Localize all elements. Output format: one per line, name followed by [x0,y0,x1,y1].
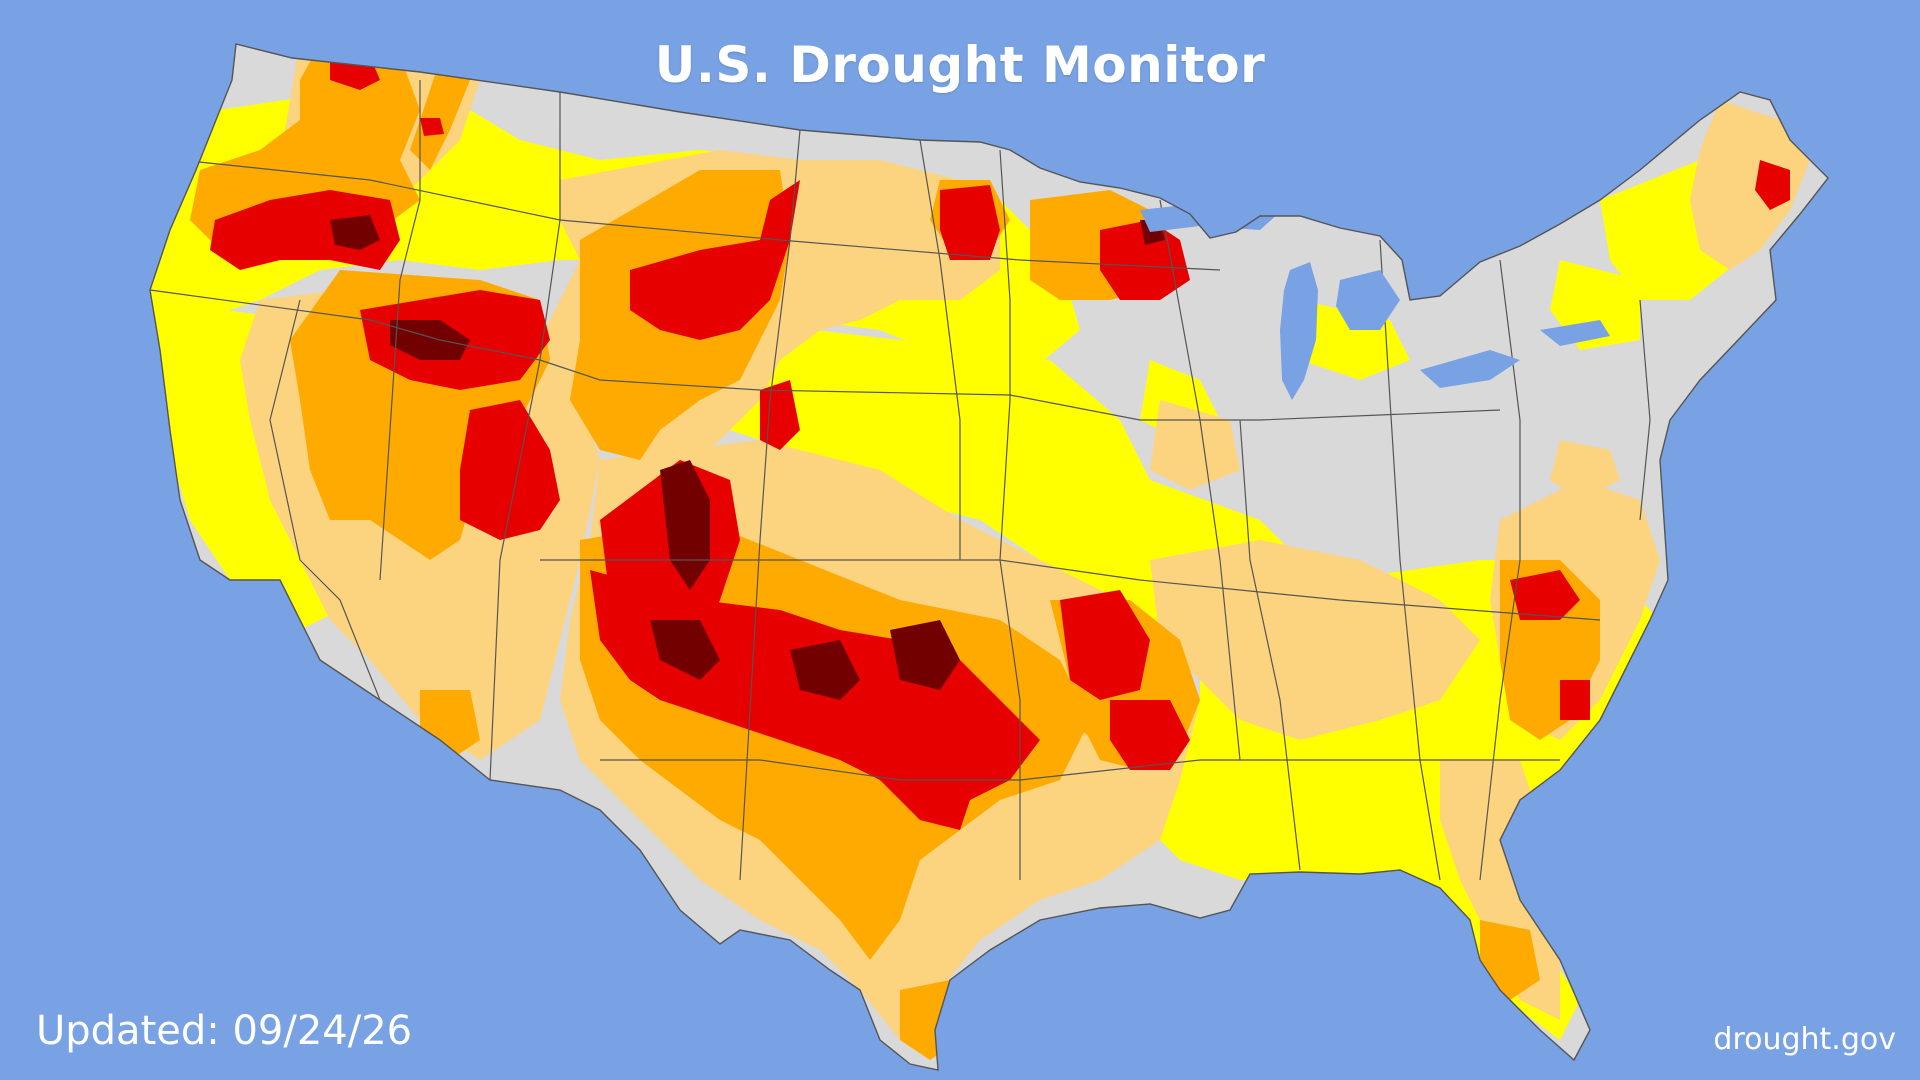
state-borders [150,80,1651,881]
great-lakes [1140,200,1610,400]
source-credit: drought.gov [1713,1022,1896,1057]
map-title: U.S. Drought Monitor [654,36,1266,94]
updated-date: Updated: 09/24/26 [36,1008,413,1054]
drought-d4-areas [330,215,1165,700]
country-outline [149,43,1829,1071]
